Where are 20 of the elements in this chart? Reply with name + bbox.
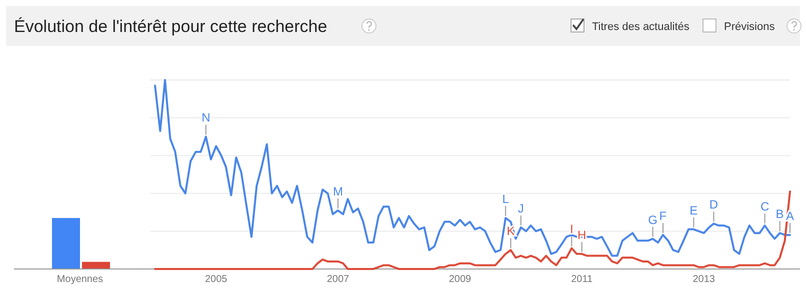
annotation: G [648,212,658,227]
annotation: J [518,201,524,216]
x-tick-label: 2005 [204,274,228,285]
x-tick-label: 2007 [326,274,350,285]
annotation: M [332,184,343,198]
annotation: E [690,203,698,218]
text: Titres des actualités [592,21,690,33]
annotation: N [202,110,210,125]
text: Prévisions [724,21,776,33]
annotation: C [760,200,770,214]
annotation: B [776,207,784,222]
x-tick-label: 2009 [448,274,472,285]
annotation: F [659,208,667,223]
x-tick-label: 2011 [571,274,594,285]
x-tick-label: 2013 [692,274,716,285]
annotation: L [502,192,510,206]
annotation: D [709,198,718,212]
chart-title: Évolution de l'intérêt pour cette recherche [14,17,328,36]
x-tick-label: Moyennes [56,274,104,285]
annotation: I [570,222,574,236]
